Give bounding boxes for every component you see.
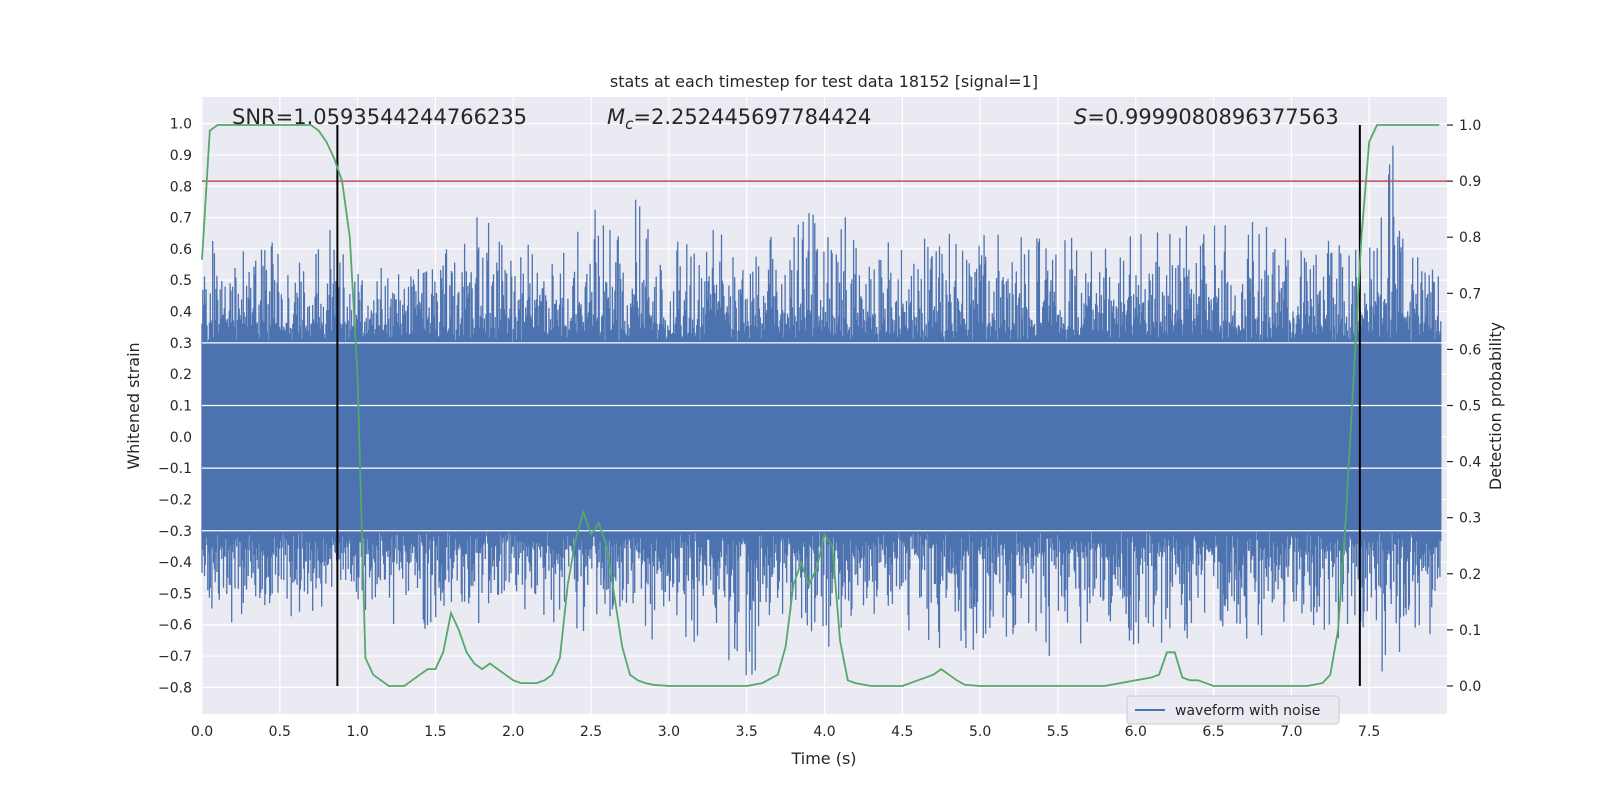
x-axis-ticks: 0.0 0.5 1.0 1.5 2.0 2.5 3.0 3.5 4.0 4.5 5.0 5.5 6.0 6… (191, 724, 1380, 740)
x-axis-label: Time (s) (790, 749, 856, 768)
right-y-tick-label: 0.8 (1459, 230, 1481, 246)
x-tick-label: 3.0 (658, 724, 680, 740)
left-y-tick-label: 1.0 (170, 117, 192, 133)
x-tick-label: 0.0 (191, 724, 213, 740)
snr-annotation: SNR=1.0593544244766235 (232, 105, 527, 129)
chirp-mass-value: =2.252445697784424 (633, 105, 871, 129)
right-y-tick-label: 0.9 (1459, 174, 1481, 190)
left-y-tick-label: 0.4 (170, 305, 192, 321)
left-y-tick-label: 0.5 (170, 273, 192, 289)
right-y-tick-label: 0.0 (1459, 679, 1481, 695)
x-tick-label: 7.5 (1358, 724, 1380, 740)
significance-value: =0.9999080896377563 (1087, 105, 1338, 129)
left-y-tick-label: 0.3 (170, 336, 192, 352)
left-y-tick-label: −0.3 (158, 524, 192, 540)
x-tick-label: 1.0 (346, 724, 368, 740)
left-y-tick-label: 0.6 (170, 242, 192, 258)
legend-label-waveform: waveform with noise (1175, 703, 1320, 719)
x-tick-label: 5.5 (1047, 724, 1069, 740)
x-tick-label: 5.0 (969, 724, 991, 740)
x-tick-label: 3.5 (736, 724, 758, 740)
waveform-core-band (202, 349, 1441, 525)
right-axis-ticks: 1.0 0.9 0.8 0.7 0.6 0.5 0.4 0.3 0.2 0.1 0.0 (1447, 118, 1481, 695)
left-y-tick-label: −0.4 (158, 555, 192, 571)
right-y-tick-label: 0.3 (1459, 511, 1481, 527)
left-y-tick-label: −0.5 (158, 586, 192, 602)
left-y-tick-label: −0.6 (158, 618, 192, 634)
left-axis-label: Whitened strain (124, 342, 143, 469)
left-y-tick-label: 0.0 (170, 430, 192, 446)
significance-symbol: S (1074, 105, 1087, 129)
waveform-series (201, 145, 1447, 676)
x-tick-label: 6.5 (1202, 724, 1224, 740)
right-axis-label: Detection probability (1486, 322, 1505, 490)
x-tick-label: 4.0 (813, 724, 835, 740)
left-y-tick-label: −0.1 (158, 461, 192, 477)
right-y-tick-label: 0.4 (1459, 455, 1481, 471)
left-y-tick-label: 0.2 (170, 367, 192, 383)
left-y-tick-label: 0.1 (170, 399, 192, 415)
x-tick-label: 4.5 (891, 724, 913, 740)
x-tick-label: 1.5 (424, 724, 446, 740)
legend-box (1126, 695, 1340, 725)
chirp-mass-annotation: Mc=2.252445697784424 (607, 105, 871, 133)
right-y-tick-label: 0.2 (1459, 567, 1481, 583)
x-tick-label: 2.0 (502, 724, 524, 740)
x-tick-label: 0.5 (269, 724, 291, 740)
chart-title: stats at each timestep for test data 181… (610, 72, 1038, 91)
x-tick-label: 2.5 (580, 724, 602, 740)
left-y-tick-label: −0.7 (158, 649, 192, 665)
right-y-tick-label: 0.7 (1459, 286, 1481, 302)
left-y-tick-label: 0.7 (170, 211, 192, 227)
event-markers (336, 125, 1361, 686)
right-y-tick-label: 0.5 (1459, 399, 1481, 415)
legend: waveform with noise (1126, 695, 1340, 725)
chirp-mass-symbol: M (607, 105, 625, 129)
right-y-tick-label: 0.6 (1459, 342, 1481, 358)
detection-probability-line (201, 124, 1440, 687)
significance-annotation: S=0.9999080896377563 (1074, 105, 1339, 129)
left-y-tick-label: −0.2 (158, 492, 192, 508)
x-tick-label: 6.0 (1125, 724, 1147, 740)
x-tick-label: 7.0 (1280, 724, 1302, 740)
left-y-tick-label: 0.9 (170, 148, 192, 164)
left-axis-ticks: 1.0 0.9 0.8 0.7 0.6 0.5 0.4 0.3 0.2 0.1 0.0 −0.1 −0.… (158, 117, 192, 697)
chirp-mass-subscript: c (625, 115, 634, 133)
left-y-tick-label: 0.8 (170, 179, 192, 195)
right-y-tick-label: 0.1 (1459, 623, 1481, 639)
left-y-tick-label: −0.8 (158, 680, 192, 696)
right-y-tick-label: 1.0 (1459, 118, 1481, 134)
